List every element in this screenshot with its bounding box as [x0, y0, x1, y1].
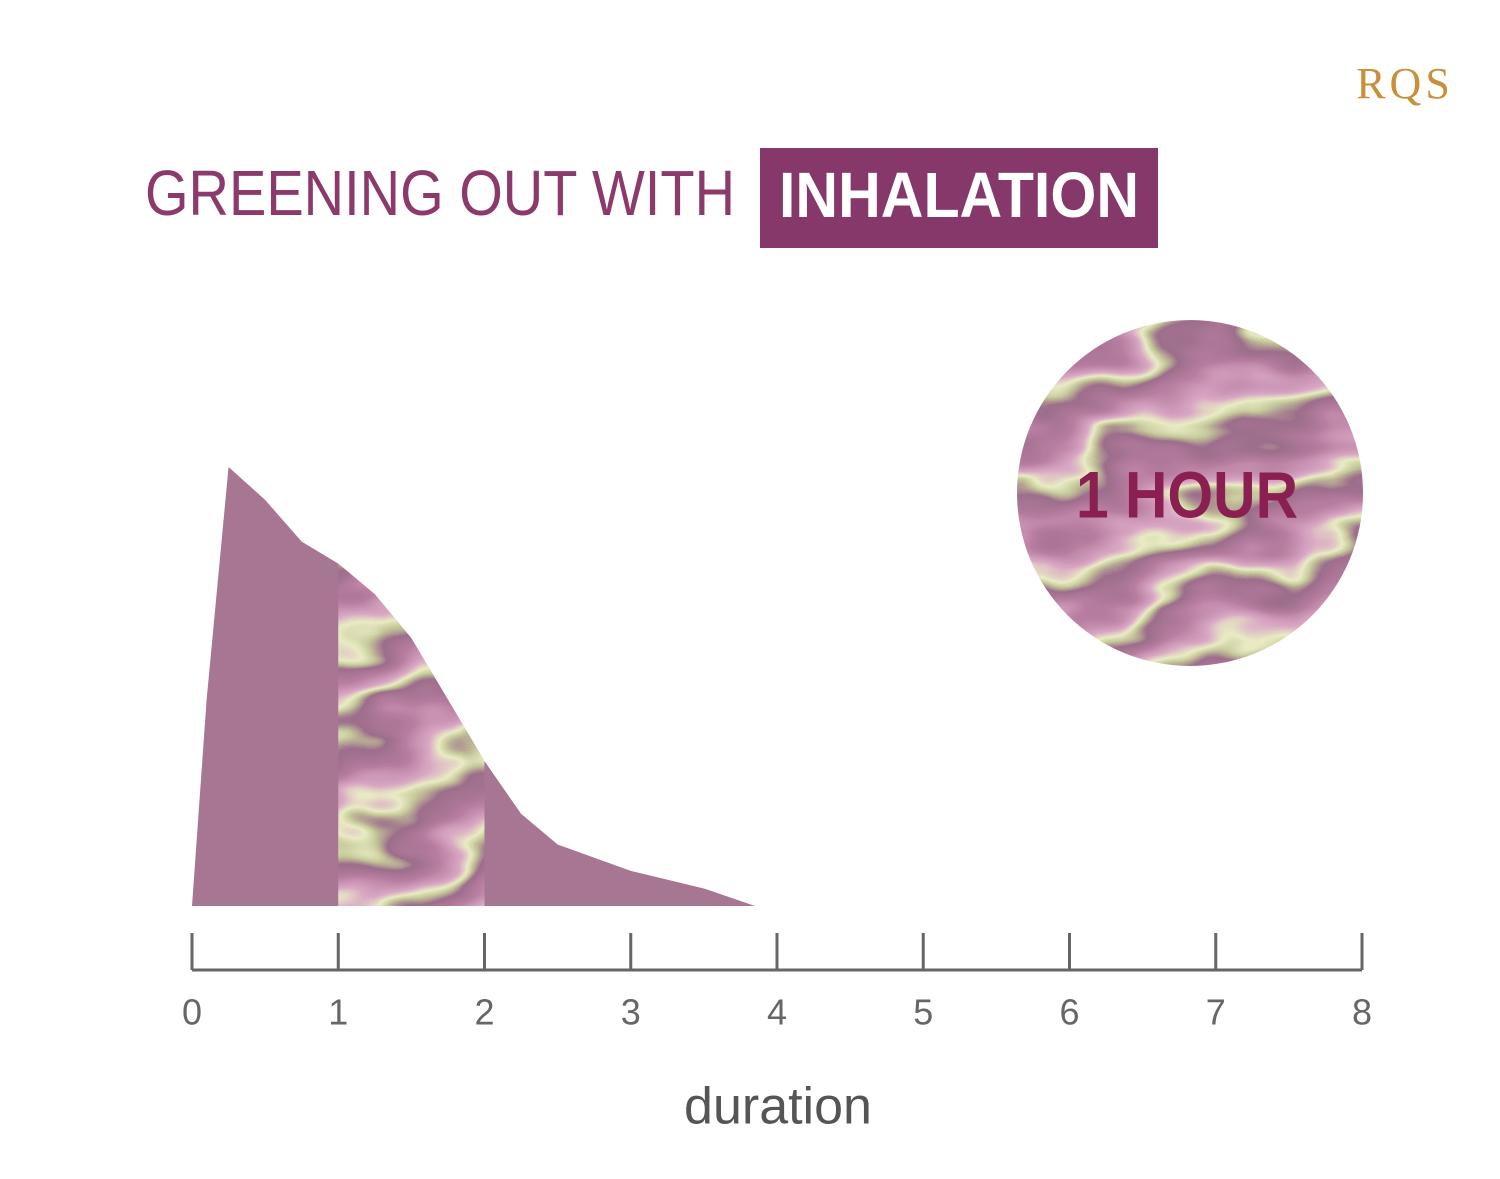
x-tick-label: 2	[474, 992, 494, 1033]
x-axis-label: duration	[684, 1078, 872, 1136]
annotation-circle	[1017, 320, 1363, 666]
title-box	[760, 148, 1158, 248]
x-tick-label: 7	[1206, 992, 1226, 1033]
x-tick-label: 0	[182, 992, 202, 1033]
chart-title: GREENING OUT WITH	[145, 157, 735, 229]
x-tick-label: 8	[1352, 992, 1372, 1033]
x-tick-label: 4	[767, 992, 787, 1033]
x-tick-label: 1	[328, 992, 348, 1033]
annotation: 1 HOUR	[1076, 457, 1298, 531]
x-tick-label: 3	[621, 992, 641, 1033]
logo: RQS	[1356, 59, 1454, 108]
chart-title-highlight: INHALATION	[779, 159, 1139, 231]
area	[192, 467, 756, 906]
x-tick-label: 6	[1059, 992, 1079, 1033]
x-tick-label: 5	[913, 992, 933, 1033]
